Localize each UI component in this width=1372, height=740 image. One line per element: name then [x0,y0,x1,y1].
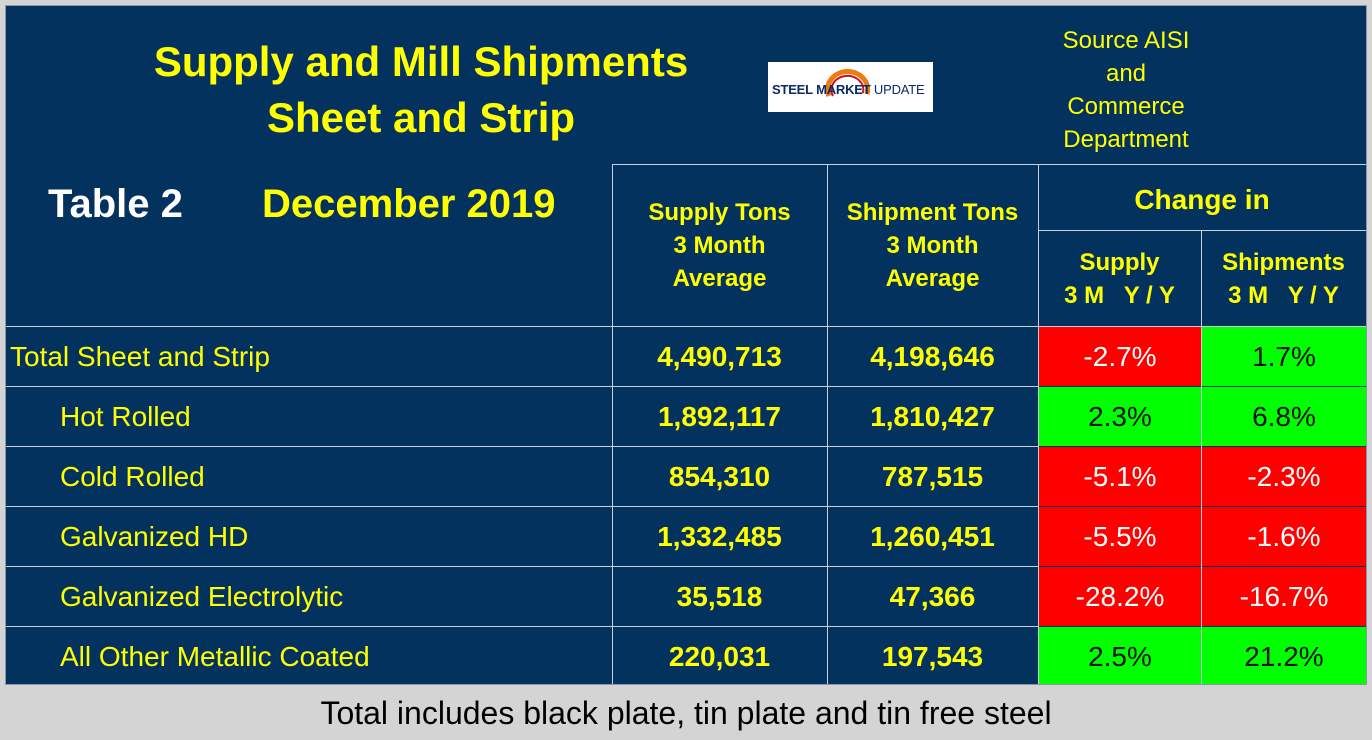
supply-change-value: 2.3% [1039,387,1201,446]
col-divider [1038,164,1039,684]
supply-change-value: -5.5% [1039,507,1201,566]
logo-update: UPDATE [873,82,925,97]
row-divider [6,506,1039,507]
steel-market-update-logo: STEEL MARKET UPDATE [768,62,933,112]
supply-change-value: -2.7% [1039,327,1201,386]
supply-value: 35,518 [676,581,763,612]
supply-value: 4,490,713 [657,341,782,372]
shipment-value: 47,366 [889,581,976,612]
row-label: Cold Rolled [60,461,205,492]
shipment-value: 197,543 [881,641,984,672]
header-line: Shipment Tons [846,199,1019,226]
col-divider [827,164,828,684]
shipment-value: 1,810,427 [870,401,995,432]
header-bottom-rule [6,326,1366,327]
table-panel: Supply and Mill Shipments Sheet and Stri… [5,5,1367,685]
source-line: Commerce [1067,93,1185,120]
supply-value: 854,310 [668,461,771,492]
shipments-change-value: 6.8% [1202,387,1366,446]
row-divider [6,446,1039,447]
header-line: 3 Month [673,232,766,259]
supply-change-value: 2.5% [1039,627,1201,684]
title-line-2: Sheet and Strip [266,94,576,141]
header-line: Shipments [1222,249,1345,276]
source-line: Source AISI [1062,27,1190,54]
source-line: Department [1063,126,1189,153]
col-divider [612,164,613,684]
row-label: Total Sheet and Strip [10,341,270,372]
shipments-change-value: 1.7% [1202,327,1366,386]
header-line: Supply Tons [648,199,791,226]
header-line: Average [672,265,767,292]
logo-steel-market: STEEL MARKET [772,82,871,97]
source-note: Source AISI and Commerce Department [1026,24,1226,156]
column-header-change-supply: Supply 3 M Y / Y [1038,246,1201,312]
column-header-change-in: Change in [1134,184,1270,215]
logo-text: STEEL MARKET UPDATE [772,82,925,97]
supply-value: 1,332,485 [657,521,782,552]
footnote: Total includes black plate, tin plate an… [320,695,1052,731]
row-label: Galvanized Electrolytic [60,581,344,612]
row-divider [6,386,1039,387]
header-line: Average [885,265,980,292]
header-line: 3 Month [886,232,979,259]
row-label: Hot Rolled [60,401,191,432]
row-divider [6,626,1039,627]
shipments-change-value: 21.2% [1202,627,1366,684]
supply-change-value: -28.2% [1039,567,1201,626]
supply-value: 1,892,117 [657,401,782,432]
table-number: Table 2 [48,182,183,226]
header-line: 3 M Y / Y [1064,282,1175,309]
shipments-change-value: -1.6% [1202,507,1366,566]
column-header-supply: Supply Tons 3 Month Average [612,196,827,295]
col-divider [1201,230,1202,684]
shipment-value: 1,260,451 [870,521,995,552]
row-label: All Other Metallic Coated [60,641,370,672]
row-label: Galvanized HD [60,521,249,552]
header-top-rule [612,164,1366,165]
change-in-rule [1038,230,1366,231]
header-line: 3 M Y / Y [1228,282,1339,309]
row-divider [6,566,1039,567]
header-line: Supply [1079,249,1160,276]
shipment-value: 787,515 [881,461,984,492]
table-month: December 2019 [262,182,556,226]
logo-swoosh-icon [825,68,871,97]
page-title: Supply and Mill Shipments Sheet and Stri… [76,34,766,146]
shipment-value: 4,198,646 [870,341,995,372]
supply-value: 220,031 [668,641,771,672]
source-line: and [1105,60,1147,87]
column-header-shipment: Shipment Tons 3 Month Average [827,196,1038,295]
column-header-change-shipments: Shipments 3 M Y / Y [1201,246,1366,312]
title-line-1: Supply and Mill Shipments [153,38,689,85]
shipments-change-value: -16.7% [1202,567,1366,626]
supply-change-value: -5.1% [1039,447,1201,506]
shipments-change-value: -2.3% [1202,447,1366,506]
